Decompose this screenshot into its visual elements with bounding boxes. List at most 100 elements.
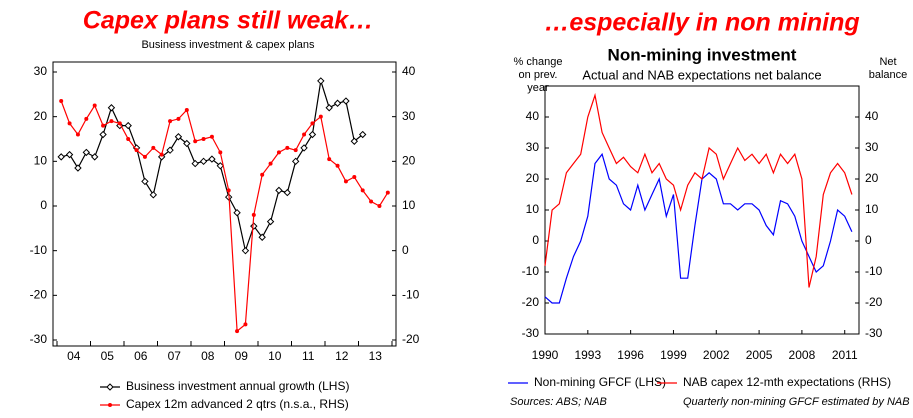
x-tick-label: 1993: [574, 348, 601, 362]
x-tick-label: 1990: [532, 348, 559, 362]
point: [67, 121, 72, 126]
point: [310, 121, 315, 126]
point: [285, 145, 290, 150]
y2-tick-label: 20: [402, 154, 416, 168]
y-tick-label: 30: [526, 140, 540, 154]
point: [308, 130, 317, 139]
source-note: Sources: ABS; NAB: [510, 396, 607, 408]
point: [291, 157, 300, 166]
point: [166, 146, 174, 154]
chart-heading: Non-mining investment: [608, 45, 797, 64]
x-tick-label: 04: [67, 349, 81, 363]
point: [74, 164, 82, 172]
y2-tick-label: 10: [402, 198, 416, 212]
point: [300, 144, 308, 152]
legend-marker: [108, 403, 112, 407]
point: [199, 157, 208, 166]
x-tick-label: 2005: [746, 348, 773, 362]
x-tick-label: 1996: [617, 348, 644, 362]
legend-label: Non-mining GFCF (LHS): [534, 375, 666, 389]
point: [90, 153, 99, 161]
x-tick-label: 09: [235, 349, 249, 363]
x-tick-label: 2002: [703, 348, 730, 362]
y-tick-label: 40: [526, 109, 540, 123]
y-tick-label: -20: [522, 295, 540, 309]
chart-subtitle: Actual and NAB expectations net balance: [582, 67, 821, 82]
point: [293, 148, 298, 153]
point: [335, 163, 340, 168]
point: [101, 123, 106, 128]
point: [183, 139, 191, 148]
plot-frame: [544, 85, 860, 335]
point: [235, 329, 240, 334]
point: [75, 132, 80, 137]
point: [174, 133, 183, 141]
x-tick-label: 06: [134, 349, 148, 363]
point: [233, 208, 241, 217]
y2-tick-label: 20: [865, 171, 879, 185]
y-tick-label: -30: [30, 332, 48, 346]
x-tick-label: 1999: [660, 348, 687, 362]
y-tick-label: -20: [30, 288, 48, 302]
y2-tick-label: -10: [865, 264, 883, 278]
y2-tick-label: 30: [865, 140, 879, 154]
point: [385, 190, 390, 195]
point: [266, 217, 275, 226]
y2-tick-label: 30: [402, 109, 416, 123]
y-tick-label: 20: [526, 171, 540, 185]
point: [168, 119, 173, 124]
point: [84, 116, 89, 121]
series-line: [61, 80, 364, 253]
point: [218, 150, 223, 155]
point: [57, 153, 65, 161]
y2-tick-label: -30: [865, 326, 883, 340]
point: [317, 77, 325, 85]
point: [226, 188, 231, 193]
footnote: Quarterly non-mining GFCF estimated by N…: [683, 396, 910, 408]
point: [117, 121, 122, 126]
legend-label: Capex 12m advanced 2 qtrs (n.s.a., RHS): [126, 397, 349, 411]
y2-tick-label: 40: [865, 109, 879, 123]
y-axis-label: % change on prev. year: [513, 56, 563, 94]
y-tick-label: 10: [526, 202, 540, 216]
point: [241, 246, 250, 255]
point: [176, 116, 181, 121]
x-tick-label: 07: [168, 349, 182, 363]
y2-tick-label: 0: [402, 243, 409, 257]
point: [141, 177, 149, 186]
plot-frame: [52, 61, 397, 347]
point: [151, 145, 156, 150]
x-tick-label: 2008: [789, 348, 816, 362]
point: [209, 134, 214, 139]
y-tick-label: 10: [34, 154, 48, 168]
chart-subtitle: Business investment & capex plans: [141, 39, 315, 51]
point: [318, 114, 323, 119]
point: [276, 150, 281, 155]
point: [377, 204, 382, 208]
point: [184, 107, 189, 112]
y2-axis-label: Net balance: [868, 56, 908, 81]
point: [159, 152, 164, 157]
series-line: [544, 152, 853, 304]
y-tick-label: 0: [532, 233, 539, 247]
point: [124, 121, 132, 130]
point: [275, 186, 283, 195]
x-tick-label: 12: [335, 349, 349, 363]
y-tick-label: 30: [34, 64, 48, 78]
y-tick-label: -30: [522, 326, 540, 340]
chart-title: Capex plans still weak…: [83, 7, 373, 35]
legend-marker: [106, 383, 114, 391]
y-tick-label: -10: [522, 264, 540, 278]
point: [343, 179, 348, 184]
point: [327, 157, 332, 162]
y-tick-label: -10: [30, 243, 48, 257]
y2-tick-label: -20: [865, 295, 883, 309]
point: [342, 97, 350, 105]
point: [82, 148, 91, 157]
x-tick-label: 05: [101, 349, 115, 363]
chart-title: …especially in non mining: [544, 9, 859, 37]
y2-tick-label: 0: [865, 233, 872, 247]
point: [126, 137, 131, 141]
y-tick-label: 20: [34, 109, 48, 123]
